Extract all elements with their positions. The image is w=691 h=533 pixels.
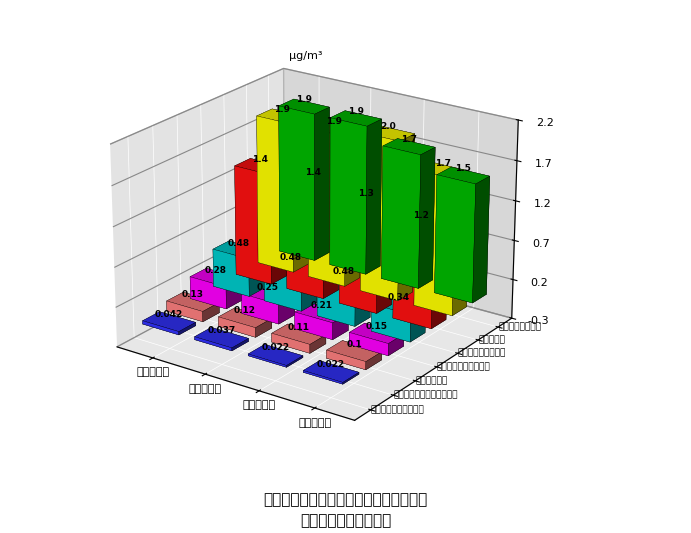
Text: 平成２４年度有害大気汚染物質年平均値: 平成２４年度有害大気汚染物質年平均値 [263, 491, 428, 507]
Text: （有機塩素系化合物）: （有機塩素系化合物） [300, 513, 391, 528]
